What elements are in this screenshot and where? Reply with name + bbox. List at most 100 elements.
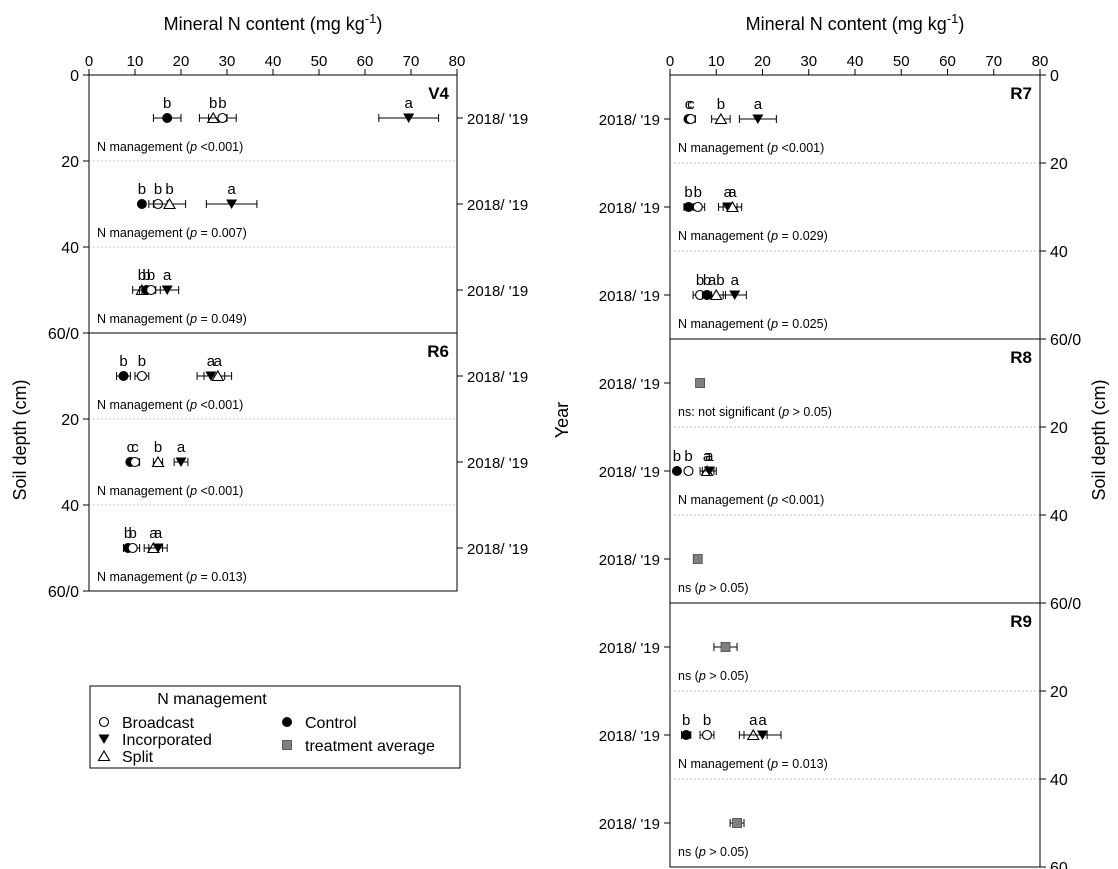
legend-label: Broadcast xyxy=(122,715,195,732)
y-tick-label: 0 xyxy=(70,68,79,85)
significance-letter: b xyxy=(696,272,704,289)
significance-letter: a xyxy=(758,712,767,729)
data-point-incorporated: a xyxy=(722,272,747,300)
y-tick-label: 20 xyxy=(1050,156,1068,173)
year-label: 2018/ '19 xyxy=(599,376,660,393)
significance-letter: c xyxy=(127,439,135,456)
legend-box xyxy=(89,685,461,769)
data-point-broadcast: b xyxy=(699,712,715,741)
depth-row: 2018/ '19 ns (p > 0.05) xyxy=(599,640,749,683)
significance-letter: b xyxy=(682,712,690,729)
data-point-average xyxy=(692,554,703,564)
significance-letter: b xyxy=(154,439,162,456)
x-tick-label: 50 xyxy=(311,53,328,70)
legend-entry-incorporated: Incorporated xyxy=(98,732,212,749)
marker-broadcast xyxy=(127,542,138,554)
marker-control xyxy=(671,466,682,476)
year-label: 2018/ '19 xyxy=(467,455,528,472)
y-tick-label: 40 xyxy=(1050,244,1068,261)
marker-broadcast xyxy=(701,729,713,741)
significance-letter: b xyxy=(138,267,146,284)
significance-letter: b xyxy=(119,353,127,370)
y-tick-label: 0 xyxy=(1050,68,1059,85)
depth-row: 2018/ '19N management (p = 0.007)b b b a xyxy=(97,181,528,240)
x-tick-label: 60 xyxy=(939,53,956,70)
marker-incorporated xyxy=(152,543,164,553)
top-x-axis-left: 0 10 20 30 40 50 60 70 80 Mineral N content (mg k… xyxy=(85,11,466,76)
significance-letter: a xyxy=(154,525,163,542)
marker-split xyxy=(714,112,728,125)
marker-broadcast xyxy=(692,201,703,213)
stat-text: N management (p = 0.013) xyxy=(97,570,247,584)
data-point-split: a xyxy=(203,353,233,382)
data-point-broadcast: c xyxy=(129,439,141,468)
marker-split xyxy=(151,455,165,468)
y-tick-label: 20 xyxy=(1050,420,1068,437)
depth-row: 2018/ '19 ns (p > 0.05) xyxy=(599,552,749,595)
year-label: 2018/ '19 xyxy=(467,197,528,214)
significance-letter: b xyxy=(684,184,692,201)
data-point-incorporated: a xyxy=(738,96,777,124)
significance-letter: a xyxy=(177,439,186,456)
significance-letter: a xyxy=(724,184,733,201)
significance-letter: a xyxy=(703,448,712,465)
stat-text: N management (p = 0.007) xyxy=(97,226,247,240)
significance-letter: b xyxy=(163,95,171,112)
significance-letter: b xyxy=(165,181,173,198)
stat-text: ns (p > 0.05) xyxy=(678,669,749,683)
data-point-split: b xyxy=(151,439,165,468)
x-tick-label: 10 xyxy=(127,53,144,70)
stat-text: ns: not significant (p > 0.05) xyxy=(678,405,832,419)
panel-R9: R9 2018/ '19 ns (p > 0.05) 2018/ '19 N manag… xyxy=(599,602,1041,868)
significance-letter: b xyxy=(703,712,711,729)
x-tick-label: 50 xyxy=(893,53,910,70)
significance-letter: a xyxy=(749,712,758,729)
significance-letter: a xyxy=(149,525,158,542)
marker-broadcast xyxy=(685,113,696,125)
marker-control xyxy=(118,371,129,381)
panel-label: R7 xyxy=(1010,84,1032,103)
depth-row: 2018/ '19N management (p <0.001)cc b a xyxy=(599,96,825,155)
x-tick-label: 70 xyxy=(985,53,1002,70)
y-tick-label: 60/0 xyxy=(48,584,79,601)
data-point-incorporated: a xyxy=(701,448,717,476)
left-y-axis: 0 20 40 60/0 20 40 60/0 Soil depth (cm) xyxy=(10,68,89,601)
data-point-split: ab xyxy=(706,272,726,301)
marker-incorporated xyxy=(403,113,415,123)
year-label: 2018/ '19 xyxy=(467,541,528,558)
marker-incorporated xyxy=(729,290,741,300)
x-tick-label: 80 xyxy=(449,53,466,70)
stat-text: N management (p = 0.025) xyxy=(678,317,828,331)
panel-label: R6 xyxy=(427,342,449,361)
stat-text: N management (p <0.001) xyxy=(97,398,243,412)
significance-letter: b xyxy=(138,181,146,198)
x-tick-label: 20 xyxy=(754,53,771,70)
marker-broadcast xyxy=(683,465,694,477)
marker-incorporated xyxy=(98,734,110,744)
legend-entry-control: Control xyxy=(282,715,357,732)
marker-control xyxy=(162,113,173,123)
panel-label: V4 xyxy=(428,84,449,103)
y-tick-label: 60/0 xyxy=(48,326,79,343)
panel-label: R9 xyxy=(1010,612,1032,631)
year-label: 2018/ '19 xyxy=(467,111,528,128)
data-point-incorporated: a xyxy=(378,95,440,123)
x-tick-label: 40 xyxy=(847,53,864,70)
data-point-split: b xyxy=(711,96,731,125)
legend-label: Control xyxy=(305,715,357,732)
data-point-average xyxy=(713,642,738,652)
x-tick-label: 10 xyxy=(708,53,725,70)
significance-letter: a xyxy=(214,353,223,370)
significance-letter: b xyxy=(129,525,137,542)
marker-control xyxy=(282,717,292,727)
x-tick-label: 40 xyxy=(265,53,282,70)
marker-average xyxy=(720,642,731,652)
year-axis-title: Year xyxy=(552,402,572,438)
year-label: 2018/ '19 xyxy=(599,640,660,657)
significance-letter: b xyxy=(154,181,162,198)
data-point-control: b xyxy=(116,353,131,381)
depth-row: 2018/ '19N management (p <0.001)b b b a xyxy=(97,95,528,154)
x-tick-label: 60 xyxy=(357,53,374,70)
